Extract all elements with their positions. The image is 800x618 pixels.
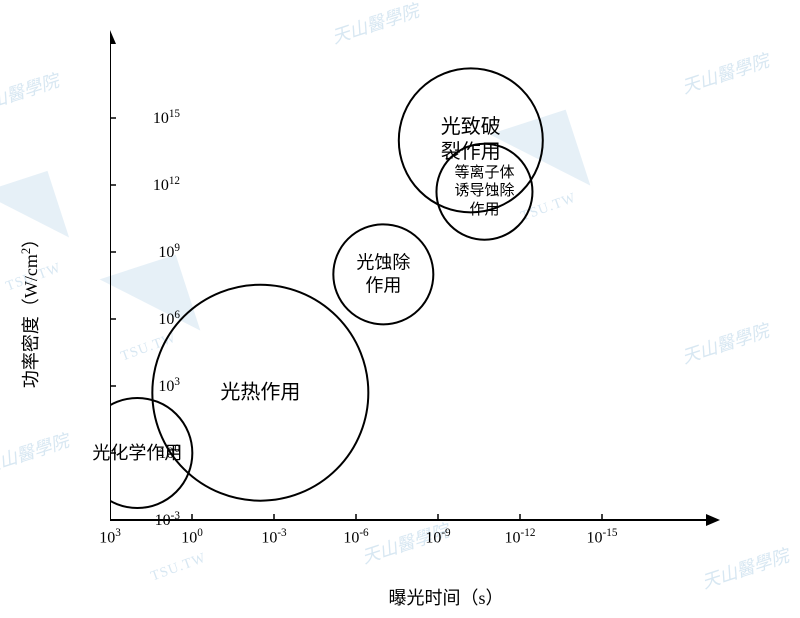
bubble-chart [110,30,720,550]
chart-svg [110,30,720,550]
bubble-label: 光蚀除作用 [356,252,410,297]
x-tick-label: 10-12 [490,527,550,547]
y-axis-title-text: 功率密度（W/cm2） [21,230,41,388]
watermark-text: TSU.TW [149,551,209,586]
x-axis-title: 曝光时间（s） [388,584,503,610]
y-axis-arrow-icon [110,30,116,44]
x-tick-label: 10-6 [326,527,386,547]
x-tick-label: 103 [80,527,140,547]
y-axis-title: 功率密度（W/cm2） [17,230,43,388]
y-tick-label: 1015 [130,108,180,128]
x-axis-arrow-icon [706,514,720,526]
y-tick-label: 103 [130,376,180,396]
x-tick-label: 10-3 [244,527,304,547]
watermark-cn: 天山醫學院 [0,427,72,480]
bubble-label: 光致破裂作用 [441,115,501,165]
bubble-label: 等离子体诱导蚀除作用 [454,164,514,220]
bubble-label: 光热作用 [220,380,300,405]
y-tick-label: 106 [130,309,180,329]
bubble-label: 光化学作用 [92,442,182,465]
watermark-cn: 天山醫學院 [0,67,62,120]
y-tick-label: 1012 [130,175,180,195]
x-tick-label: 100 [162,527,222,547]
x-tick-label: 10-15 [572,527,632,547]
x-tick-label: 10-9 [408,527,468,547]
y-tick-label: 109 [130,242,180,262]
